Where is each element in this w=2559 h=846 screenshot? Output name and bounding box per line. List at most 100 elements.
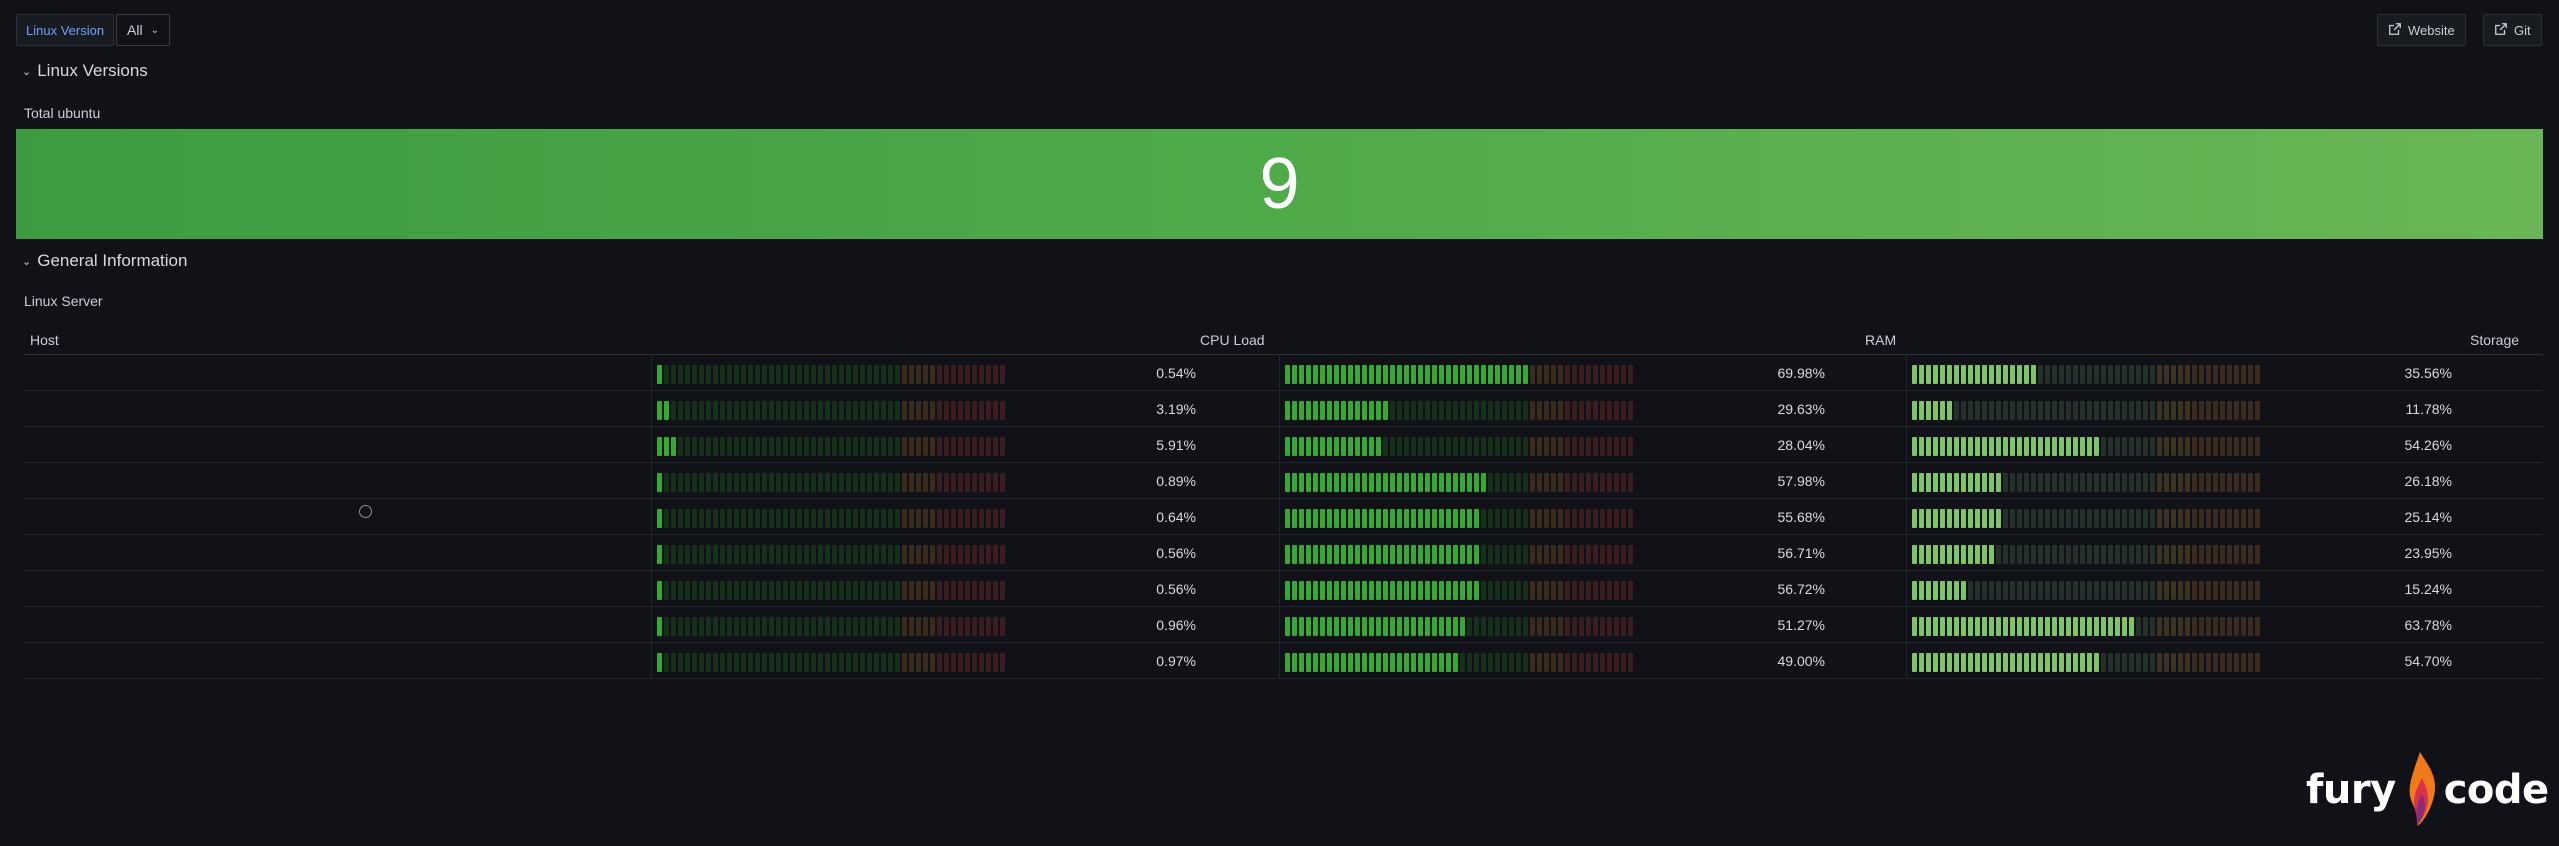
column-separator xyxy=(1279,571,1280,607)
gauge-segment xyxy=(1912,437,1917,456)
gauge-segment xyxy=(1579,545,1584,564)
gauge-segment xyxy=(909,473,914,492)
gauge-segment xyxy=(1292,617,1297,636)
gauge-segment xyxy=(1947,473,1952,492)
website-link[interactable]: Website xyxy=(2377,14,2466,46)
gauge-segment xyxy=(2164,473,2169,492)
gauge-segment xyxy=(853,401,858,420)
gauge-segment xyxy=(902,653,907,672)
column-header-ram[interactable]: RAM xyxy=(1865,332,1897,348)
gauge-segment xyxy=(1614,365,1619,384)
gauge-segment xyxy=(2094,653,2099,672)
column-header-host[interactable]: Host xyxy=(30,332,59,348)
gauge-segment xyxy=(1313,509,1318,528)
gauge-segment xyxy=(958,509,963,528)
gauge-segment xyxy=(1355,617,1360,636)
gauge-segment xyxy=(1481,401,1486,420)
gauge-segment xyxy=(1285,653,1290,672)
gauge-segment xyxy=(1621,365,1626,384)
gauge-segment xyxy=(713,545,718,564)
gauge-segment xyxy=(741,473,746,492)
gauge-segment xyxy=(713,509,718,528)
gauge-segment xyxy=(874,653,879,672)
gauge-segment xyxy=(741,509,746,528)
row-general-information[interactable]: ⌄ General Information xyxy=(22,251,187,271)
gauge-segment xyxy=(2248,401,2253,420)
gauge-segment xyxy=(2178,617,2183,636)
gauge-segment xyxy=(762,653,767,672)
gauge-segment xyxy=(909,365,914,384)
gauge-segment xyxy=(1495,581,1500,600)
gauge-segment xyxy=(1000,401,1005,420)
table-row[interactable]: 0.64% 55.68% 25.14% xyxy=(24,499,2543,535)
table-row[interactable]: 0.56% 56.71% 23.95% xyxy=(24,535,2543,571)
gauge-segment xyxy=(1327,473,1332,492)
gauge-segment xyxy=(2136,365,2141,384)
gauge-segment xyxy=(1397,581,1402,600)
gauge-segment xyxy=(1537,509,1542,528)
ram-gauge xyxy=(1285,581,1633,600)
gauge-segment xyxy=(1961,581,1966,600)
gauge-segment xyxy=(1404,581,1409,600)
gauge-segment xyxy=(1614,401,1619,420)
column-header-storage[interactable]: Storage xyxy=(2470,332,2520,348)
linux-version-select[interactable]: All ⌄ xyxy=(116,14,170,46)
column-separator xyxy=(651,355,652,391)
gauge-segment xyxy=(1544,617,1549,636)
gauge-segment xyxy=(1000,437,1005,456)
gauge-segment xyxy=(1558,653,1563,672)
gauge-segment xyxy=(1474,473,1479,492)
column-header-cpu-load[interactable]: CPU Load xyxy=(1200,332,1265,348)
gauge-segment xyxy=(1516,653,1521,672)
gauge-segment xyxy=(916,653,921,672)
gauge-segment xyxy=(1940,581,1945,600)
gauge-segment xyxy=(972,617,977,636)
table-row[interactable]: 5.91% 28.04% 54.26% xyxy=(24,427,2543,463)
gauge-segment xyxy=(881,473,886,492)
gauge-segment xyxy=(2150,437,2155,456)
table-row[interactable]: 0.97% 49.00% 54.70% xyxy=(24,643,2543,679)
gauge-segment xyxy=(846,365,851,384)
table-row[interactable]: 0.96% 51.27% 63.78% xyxy=(24,607,2543,643)
gauge-segment xyxy=(2248,437,2253,456)
gauge-segment xyxy=(804,437,809,456)
gauge-segment xyxy=(818,401,823,420)
gauge-segment xyxy=(2045,401,2050,420)
gauge-segment xyxy=(2213,473,2218,492)
table-row[interactable]: 0.89% 57.98% 26.18% xyxy=(24,463,2543,499)
gauge-segment xyxy=(1397,653,1402,672)
gauge-segment xyxy=(1607,437,1612,456)
table-row[interactable]: 0.54% 69.98% 35.56% xyxy=(24,355,2543,391)
gauge-segment xyxy=(2003,653,2008,672)
gauge-segment xyxy=(720,509,725,528)
git-link[interactable]: Git xyxy=(2483,14,2542,46)
gauge-segment xyxy=(2234,437,2239,456)
gauge-segment xyxy=(2185,473,2190,492)
gauge-segment xyxy=(1355,401,1360,420)
gauge-segment xyxy=(937,545,942,564)
table-row[interactable]: 3.19% 29.63% 11.78% xyxy=(24,391,2543,427)
gauge-segment xyxy=(2031,473,2036,492)
gauge-segment xyxy=(2080,473,2085,492)
gauge-segment xyxy=(860,473,865,492)
table-row[interactable]: 0.56% 56.72% 15.24% xyxy=(24,571,2543,607)
gauge-segment xyxy=(664,473,669,492)
gauge-segment xyxy=(1607,617,1612,636)
gauge-segment xyxy=(1425,365,1430,384)
gauge-segment xyxy=(1537,401,1542,420)
gauge-segment xyxy=(881,617,886,636)
gauge-segment xyxy=(1000,653,1005,672)
gauge-segment xyxy=(2213,437,2218,456)
gauge-segment xyxy=(1579,653,1584,672)
gauge-segment xyxy=(993,545,998,564)
gauge-segment xyxy=(2045,365,2050,384)
gauge-segment xyxy=(1919,473,1924,492)
gauge-segment xyxy=(937,401,942,420)
gauge-segment xyxy=(762,545,767,564)
gauge-segment xyxy=(972,365,977,384)
gauge-segment xyxy=(1982,473,1987,492)
gauge-segment xyxy=(1341,509,1346,528)
row-linux-versions[interactable]: ⌄ Linux Versions xyxy=(22,61,148,81)
gauge-segment xyxy=(2108,545,2113,564)
gauge-segment xyxy=(664,545,669,564)
